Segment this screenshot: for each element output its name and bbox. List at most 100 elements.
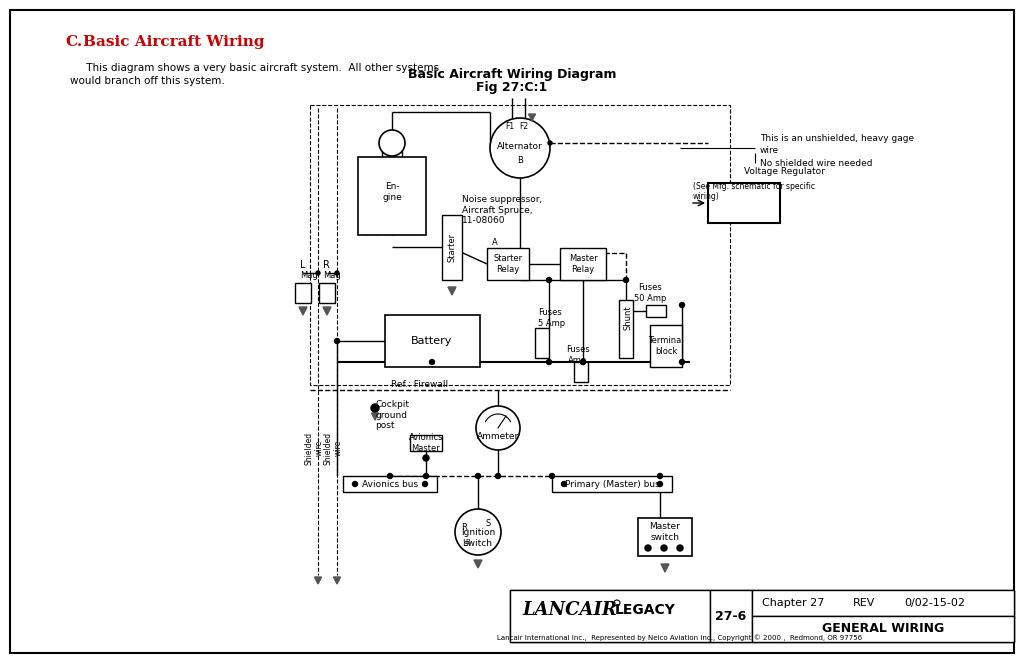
Text: Avionics
Master: Avionics Master: [409, 434, 443, 453]
Circle shape: [371, 404, 379, 412]
Circle shape: [475, 473, 480, 479]
Text: Shunt: Shunt: [624, 306, 633, 330]
Circle shape: [424, 473, 428, 479]
Bar: [410, 435, 442, 451]
Bar: [295, 283, 311, 303]
Text: Mag: Mag: [300, 271, 317, 280]
Text: Chapter 27: Chapter 27: [762, 598, 824, 608]
Text: Fig 27:C:1: Fig 27:C:1: [476, 80, 548, 93]
Circle shape: [561, 481, 566, 487]
Bar: [618, 300, 633, 358]
Polygon shape: [474, 560, 482, 568]
Text: Ignition
switch: Ignition switch: [461, 528, 496, 548]
Bar: [560, 248, 606, 280]
Text: Fuses
Amp: Fuses Amp: [566, 345, 590, 365]
Bar: [552, 476, 672, 492]
Text: wiring): wiring): [693, 192, 720, 200]
Bar: [710, 590, 752, 642]
Bar: [358, 157, 426, 235]
Text: Basic Aircraft Wiring: Basic Aircraft Wiring: [83, 35, 264, 49]
Circle shape: [316, 271, 321, 275]
Bar: [442, 215, 462, 280]
Text: Ref.: Firewall: Ref.: Firewall: [391, 379, 449, 389]
Bar: [708, 183, 780, 223]
Circle shape: [429, 359, 434, 365]
Circle shape: [423, 481, 427, 487]
Text: would branch off this system.: would branch off this system.: [70, 76, 224, 86]
Circle shape: [490, 118, 550, 178]
Bar: [646, 305, 666, 317]
Bar: [487, 248, 529, 280]
Text: Ammeter: Ammeter: [477, 432, 519, 440]
Polygon shape: [662, 564, 669, 572]
Circle shape: [657, 481, 663, 487]
Bar: [310, 105, 730, 385]
Bar: [752, 590, 1014, 616]
Text: Starter: Starter: [447, 233, 457, 262]
Circle shape: [657, 473, 663, 479]
Text: This is an unshielded, heavy gage: This is an unshielded, heavy gage: [760, 133, 914, 143]
Circle shape: [680, 302, 684, 308]
Text: Alternator: Alternator: [497, 141, 543, 151]
Text: Primary (Master) bus: Primary (Master) bus: [564, 479, 659, 489]
Text: Avionics bus: Avionics bus: [361, 479, 418, 489]
Text: Mag: Mag: [323, 271, 341, 280]
Circle shape: [547, 278, 552, 282]
Text: LANCAIR: LANCAIR: [522, 601, 617, 619]
Text: This diagram shows a very basic aircraft system.  All other systems: This diagram shows a very basic aircraft…: [70, 63, 439, 73]
Text: R: R: [323, 260, 330, 270]
Text: F2: F2: [519, 121, 528, 131]
Text: REV: REV: [853, 598, 876, 608]
Circle shape: [550, 473, 555, 479]
Bar: [343, 476, 437, 492]
Circle shape: [352, 481, 357, 487]
Bar: [535, 328, 549, 358]
Bar: [574, 362, 588, 382]
Circle shape: [496, 473, 501, 479]
Circle shape: [614, 600, 620, 606]
Circle shape: [677, 545, 683, 551]
Circle shape: [624, 278, 629, 282]
Bar: [319, 283, 335, 303]
Text: Shielded
wire: Shielded wire: [324, 432, 343, 465]
Text: (See Mfg. schematic for specific: (See Mfg. schematic for specific: [693, 182, 815, 190]
Text: Lancair International Inc.,  Represented by Neico Aviation Inc., Copyright © 200: Lancair International Inc., Represented …: [498, 634, 862, 641]
Text: C.: C.: [65, 35, 82, 49]
Text: Voltage Regulator: Voltage Regulator: [744, 166, 825, 176]
Circle shape: [680, 359, 684, 365]
Text: B: B: [466, 539, 470, 545]
Polygon shape: [334, 577, 341, 584]
Text: 0/02-15-02: 0/02-15-02: [904, 598, 966, 608]
Text: GENERAL WIRING: GENERAL WIRING: [822, 623, 944, 636]
Text: wire: wire: [760, 145, 779, 154]
Text: Starter
Relay: Starter Relay: [494, 255, 522, 274]
Bar: [510, 590, 1014, 642]
Text: L: L: [462, 540, 466, 548]
Polygon shape: [449, 287, 456, 295]
Polygon shape: [372, 413, 379, 420]
Text: R: R: [461, 522, 467, 532]
Bar: [510, 590, 710, 642]
Text: Terminal
block: Terminal block: [648, 336, 684, 356]
Circle shape: [476, 406, 520, 450]
Text: En-
gine: En- gine: [382, 182, 401, 202]
Circle shape: [423, 455, 429, 461]
Text: Fuses
50 Amp: Fuses 50 Amp: [634, 283, 667, 303]
Circle shape: [379, 130, 406, 156]
Circle shape: [662, 545, 667, 551]
Bar: [385, 315, 480, 367]
Text: L: L: [300, 260, 305, 270]
Bar: [638, 518, 692, 556]
Polygon shape: [299, 307, 307, 315]
Text: 27-6: 27-6: [716, 609, 746, 623]
Text: Battery: Battery: [412, 336, 453, 346]
Text: F1: F1: [506, 121, 515, 131]
Polygon shape: [314, 577, 322, 584]
Circle shape: [645, 545, 651, 551]
Polygon shape: [323, 307, 331, 315]
Circle shape: [547, 359, 552, 365]
Text: Noise suppressor,
Aircraft Spruce,
11-08060: Noise suppressor, Aircraft Spruce, 11-08…: [462, 195, 543, 225]
Circle shape: [335, 271, 339, 275]
Text: No shielded wire needed: No shielded wire needed: [760, 158, 872, 168]
Text: LEGACY: LEGACY: [614, 603, 676, 617]
